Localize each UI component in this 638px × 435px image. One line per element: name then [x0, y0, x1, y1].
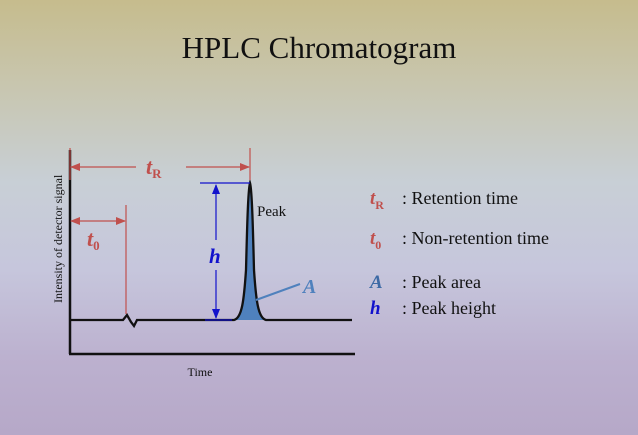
area-pointer	[255, 283, 301, 301]
legend-text: : Retention time	[402, 188, 518, 208]
legend-symbol: h	[370, 298, 381, 319]
legend-text: : Non-retention time	[402, 228, 549, 248]
h-label: h	[209, 244, 221, 268]
legend-text: : Peak height	[402, 298, 496, 318]
legend-symbol: t0	[370, 228, 382, 252]
x-axis-label: Time	[188, 365, 213, 379]
legend-item-non-retention-time: t0 : Non-retention time	[370, 228, 549, 252]
area-label: A	[301, 276, 316, 298]
legend-item-peak-area: A : Peak area	[370, 272, 481, 296]
page-title: HPLC Chromatogram	[181, 30, 457, 65]
legend-item-peak-height: h : Peak height	[370, 298, 496, 322]
legend-symbol: A	[370, 272, 383, 293]
chromatogram-trace	[70, 178, 352, 329]
peak-area	[234, 183, 266, 320]
y-axis-label: Intensity of detector signal	[51, 174, 65, 303]
tR-label: tR	[146, 154, 162, 181]
legend-symbol: tR	[370, 188, 384, 212]
peak-label: Peak	[257, 204, 287, 220]
legend-item-retention-time: tR : Retention time	[370, 188, 518, 212]
t0-label: t0	[87, 226, 100, 253]
legend-text: : Peak area	[402, 272, 481, 292]
